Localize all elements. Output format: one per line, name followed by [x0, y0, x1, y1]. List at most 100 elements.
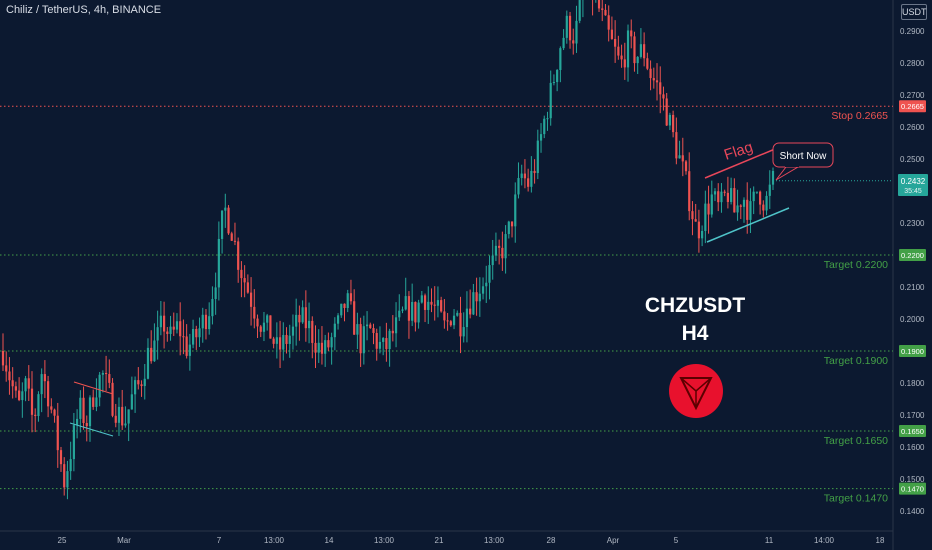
candle-body — [559, 48, 562, 70]
target-2-price-tag — [899, 345, 926, 357]
time-tick-label: 14 — [325, 536, 334, 545]
candle-body — [114, 415, 117, 423]
candle-body — [327, 340, 330, 348]
price-tick-label: 0.2800 — [900, 59, 925, 68]
candle-body — [652, 78, 655, 81]
price-tick-label: 0.2300 — [900, 219, 925, 228]
candle-body — [485, 282, 488, 287]
candle-body — [742, 199, 746, 207]
candle-body — [243, 278, 246, 283]
candle-body — [208, 316, 211, 330]
small-flag-lower-line — [69, 422, 114, 437]
candle-body — [220, 210, 224, 239]
candle-body — [427, 301, 430, 310]
candle-body — [5, 365, 8, 372]
candle-body — [655, 80, 659, 83]
candle-body — [469, 308, 472, 315]
candle-body — [53, 409, 56, 416]
candle-body — [143, 378, 146, 387]
target-1-price-tag — [899, 249, 926, 261]
candle-body — [514, 194, 517, 227]
candle-body — [230, 233, 233, 241]
price-tick-label: 0.1500 — [900, 475, 925, 484]
candle-body — [704, 203, 707, 231]
candle-body — [85, 422, 88, 427]
candle-body — [317, 342, 320, 353]
candle-body — [465, 308, 469, 328]
time-tick-label: 13:00 — [264, 536, 285, 545]
candle-body — [8, 371, 11, 381]
candle-body — [517, 178, 520, 195]
candle-body — [681, 155, 684, 162]
candle-body — [30, 388, 34, 415]
candle-body — [768, 184, 771, 196]
symbol-header[interactable]: Chiliz / TetherUS, 4h, BINANCE — [6, 4, 162, 16]
candle-body — [407, 296, 411, 321]
candle-body — [720, 191, 723, 203]
candle-body — [63, 464, 66, 488]
candle-body — [278, 337, 282, 350]
candle-body — [614, 38, 617, 47]
candle-body — [137, 380, 140, 385]
candle-body — [304, 307, 307, 329]
candle-body — [37, 394, 40, 416]
candle-body — [314, 342, 317, 353]
candle-body — [275, 337, 278, 344]
candle-body — [385, 338, 388, 350]
candle-body — [646, 58, 649, 69]
time-tick-label: 5 — [674, 536, 679, 545]
flag-support-line — [706, 207, 790, 243]
candle-body — [539, 134, 543, 141]
candle-body — [95, 397, 98, 407]
candle-body — [765, 195, 768, 211]
candle-body — [668, 114, 672, 126]
chiliz-logo-triangle — [679, 377, 713, 411]
candle-body — [259, 326, 262, 332]
candle-body — [346, 293, 349, 309]
target-3-label: Target 0.1650 — [824, 435, 888, 447]
candle-body — [549, 82, 552, 119]
candle-body — [659, 82, 662, 95]
candle-body — [21, 391, 24, 401]
candle-body — [166, 331, 169, 334]
candle-body — [459, 312, 462, 337]
price-tick-label: 0.2100 — [900, 283, 925, 292]
stop-price-tag — [899, 100, 926, 113]
candle-body — [565, 15, 568, 38]
candle-body — [211, 299, 214, 317]
candle-body — [533, 170, 536, 174]
target-3-price-tag-label: 0.1650 — [901, 427, 924, 436]
candle-body — [701, 230, 704, 239]
current-price-tag — [898, 174, 928, 196]
candle-body — [47, 381, 50, 407]
candle-body — [414, 301, 417, 323]
candle-body — [401, 309, 404, 311]
candle-body — [159, 315, 162, 328]
candle-body — [536, 140, 539, 174]
candle-body — [169, 326, 172, 334]
candle-body — [446, 320, 449, 322]
candle-body — [156, 327, 159, 341]
candle-body — [59, 450, 63, 465]
candle-body — [520, 173, 523, 179]
candle-body — [636, 56, 639, 64]
short-now-callout-gap — [785, 165, 799, 167]
candle-body — [1, 351, 5, 366]
candle-body — [249, 292, 253, 307]
candle-body — [578, 0, 581, 21]
candle-body — [43, 374, 46, 382]
candle-body — [507, 221, 510, 235]
candle-body — [204, 314, 208, 330]
candle-body — [262, 322, 266, 332]
currency-badge[interactable]: USDT — [901, 4, 927, 20]
time-tick-label: Mar — [117, 536, 131, 545]
candle-body — [282, 334, 285, 350]
candle-body — [82, 397, 85, 423]
candle-body — [111, 382, 114, 416]
candle-body — [130, 394, 133, 410]
candle-body — [69, 459, 72, 472]
candle-body — [56, 415, 59, 451]
price-tick-label: 0.2700 — [900, 91, 925, 100]
candle-body — [224, 207, 227, 211]
